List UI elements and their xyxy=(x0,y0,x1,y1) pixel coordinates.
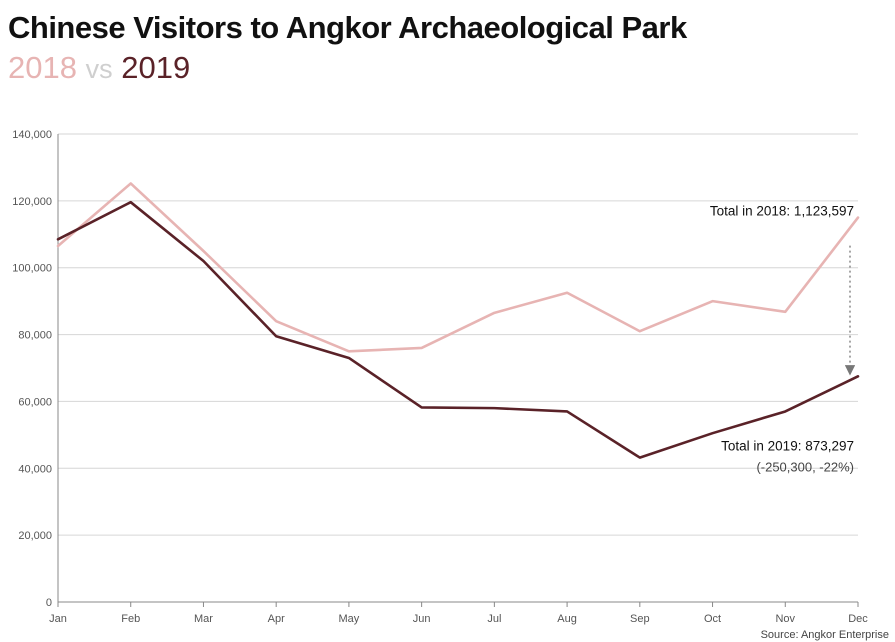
x-tick-label: Sep xyxy=(630,613,650,625)
source-note: Source: Angkor Enterprise xyxy=(761,629,889,641)
chart-title: Chinese Visitors to Angkor Archaeologica… xyxy=(8,10,687,45)
series-line-2018 xyxy=(56,182,860,353)
total-2019-annotation: Total in 2019: 873,297 xyxy=(721,439,854,454)
chart-subtitle: 2018 vs 2019 xyxy=(8,50,190,86)
x-tick-label: Jul xyxy=(487,613,501,625)
change-annotation: (-250,300, -22%) xyxy=(756,460,854,475)
y-tick-label: 80,000 xyxy=(18,330,52,342)
x-tick-label: Dec xyxy=(848,613,868,625)
x-tick-label: Oct xyxy=(704,613,721,625)
series-line-2019 xyxy=(56,200,860,459)
x-tick-label: Mar xyxy=(194,613,213,625)
series-lines xyxy=(56,182,860,459)
y-tick-label: 100,000 xyxy=(12,263,52,275)
y-tick-label: 20,000 xyxy=(18,530,52,542)
total-2018-annotation: Total in 2018: 1,123,597 xyxy=(710,204,854,219)
y-tick-label: 40,000 xyxy=(18,463,52,475)
x-tick-label: Feb xyxy=(121,613,140,625)
y-tick-label: 0 xyxy=(46,597,52,609)
y-tick-label: 140,000 xyxy=(12,129,52,141)
x-tick-label: Nov xyxy=(775,613,795,625)
x-tick-label: Jan xyxy=(49,613,67,625)
x-tick-label: Jun xyxy=(413,613,431,625)
y-tick-label: 120,000 xyxy=(12,196,52,208)
subtitle-2019: 2019 xyxy=(121,50,191,85)
annotations: Total in 2018: 1,123,597 Total in 2019: … xyxy=(710,204,889,641)
x-tick-label: Aug xyxy=(557,613,577,625)
gridlines xyxy=(58,133,858,603)
axes: 0 20,000 40,000 60,000 80,000 100,000 120,000 1… xyxy=(12,129,868,625)
subtitle-2018: 2018 xyxy=(8,50,77,85)
y-tick-label: 60,000 xyxy=(18,396,52,408)
x-tick-label: Apr xyxy=(268,613,285,625)
subtitle-vs: vs xyxy=(85,54,113,84)
x-tick-label: May xyxy=(339,613,360,625)
